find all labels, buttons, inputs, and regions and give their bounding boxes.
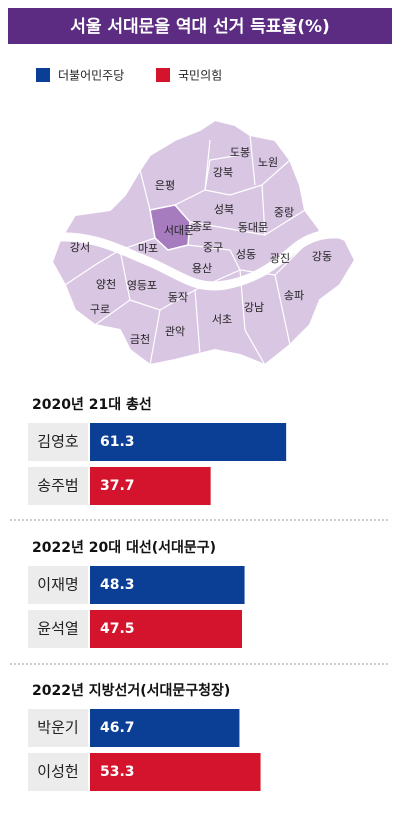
chart-title: 2022년 지방선거(서대문구청장) (32, 682, 230, 699)
district-label: 마포 (138, 242, 158, 255)
district-label: 광진 (270, 252, 290, 265)
district-label: 노원 (258, 156, 278, 169)
name-cell (28, 753, 88, 791)
category-label: 이성헌 (37, 763, 78, 781)
title: 서울 서대문을 역대 선거 득표율(%) (70, 17, 330, 37)
district-label: 종로 (192, 220, 212, 233)
name-cell (28, 467, 88, 505)
bar (90, 610, 242, 648)
title-bar (8, 8, 392, 44)
district-label: 금천 (130, 332, 150, 346)
bar (90, 423, 287, 461)
legend-label: 국민의힘 (178, 69, 222, 83)
district-label: 동작 (168, 291, 188, 304)
district-label: 은평 (155, 179, 175, 192)
district-label: 관악 (165, 325, 185, 338)
district-label: 강북 (213, 166, 233, 179)
district-label: 서대문 (164, 224, 194, 237)
district-label: 동대문 (238, 221, 268, 234)
value-label: 37.7 (100, 478, 135, 494)
district-label: 양천 (96, 277, 116, 291)
name-cell (28, 610, 88, 648)
district-label: 영등포 (127, 279, 157, 292)
value-label: 48.3 (100, 577, 135, 593)
legend-swatch (156, 68, 170, 82)
river (44, 229, 361, 291)
district-label: 성북 (214, 203, 234, 216)
district-label: 구로 (90, 303, 110, 316)
district-label: 용산 (192, 262, 212, 275)
district-label: 강동 (312, 250, 332, 263)
map-outline (50, 118, 357, 367)
name-cell (28, 566, 88, 604)
bar (90, 566, 245, 604)
legend-label: 더불어민주당 (58, 69, 124, 83)
category-label: 김영호 (37, 433, 79, 451)
chart-title: 2022년 20대 대선(서대문구) (32, 540, 216, 556)
chart-title: 2020년 21대 총선 (32, 397, 152, 413)
value-label: 47.5 (100, 621, 135, 637)
value-label: 61.3 (100, 434, 135, 450)
legend-swatch (36, 68, 50, 82)
category-label: 이재명 (37, 576, 78, 594)
district-borders (64, 134, 321, 366)
bar (90, 467, 211, 505)
category-label: 송주범 (37, 477, 78, 495)
district-label: 성동 (236, 248, 256, 261)
district-label: 중구 (203, 241, 223, 254)
map (44, 118, 361, 367)
category-label: 박운기 (37, 719, 78, 737)
value-label: 46.7 (100, 720, 135, 736)
district-label: 중랑 (274, 206, 294, 219)
name-cell (28, 423, 88, 461)
district-label: 서초 (212, 313, 232, 326)
district-label: 강남 (244, 301, 264, 314)
bar (90, 753, 261, 791)
name-cell (28, 709, 88, 747)
category-label: 윤석열 (37, 620, 78, 638)
district-label: 도봉 (230, 146, 250, 159)
value-label: 53.3 (100, 764, 135, 780)
bar (90, 709, 240, 747)
district-label: 강서 (70, 241, 90, 254)
district-label: 송파 (284, 289, 304, 302)
